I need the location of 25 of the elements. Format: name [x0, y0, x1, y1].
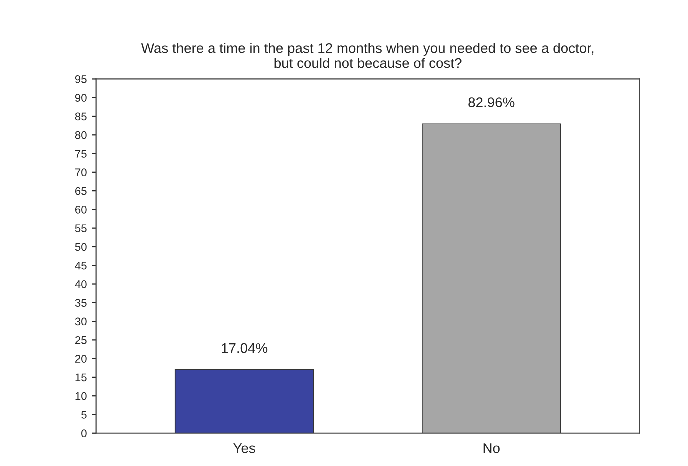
y-tick-label: 75 — [76, 150, 87, 158]
y-tick-label: 85 — [75, 112, 87, 121]
y-tick-label: 5 — [82, 411, 87, 419]
y-tick-label: 30 — [75, 318, 87, 326]
y-tick-label: 20 — [75, 355, 87, 363]
data-label: 82.96% — [468, 98, 515, 108]
chart-title: Was there a time in the past 12 months when you needed to see a doctor, but could not because of cost? — [141, 43, 594, 68]
y-tick-label: 80 — [75, 131, 87, 140]
y-tick-label: 90 — [75, 94, 87, 102]
y-tick-label: 40 — [75, 280, 87, 288]
y-tick-label: 50 — [75, 243, 87, 252]
y-tick-label: 45 — [75, 262, 87, 270]
y-tick-label: 25 — [75, 336, 87, 344]
y-tick-label: 0 — [82, 430, 87, 438]
y-tick-label: 15 — [76, 374, 87, 382]
y-tick-label: 60 — [76, 206, 87, 214]
x-tick-label: No — [484, 444, 500, 454]
y-tick-label: 70 — [76, 168, 87, 177]
y-tick-label: 65 — [76, 187, 87, 196]
y-tick-label: 95 — [75, 75, 87, 84]
data-label: 17.04% — [222, 343, 268, 354]
y-tick-label: 35 — [75, 299, 87, 308]
x-tick-label: Yes — [234, 444, 256, 454]
y-tick-label: 55 — [75, 224, 87, 232]
y-tick-label: 10 — [76, 392, 87, 400]
